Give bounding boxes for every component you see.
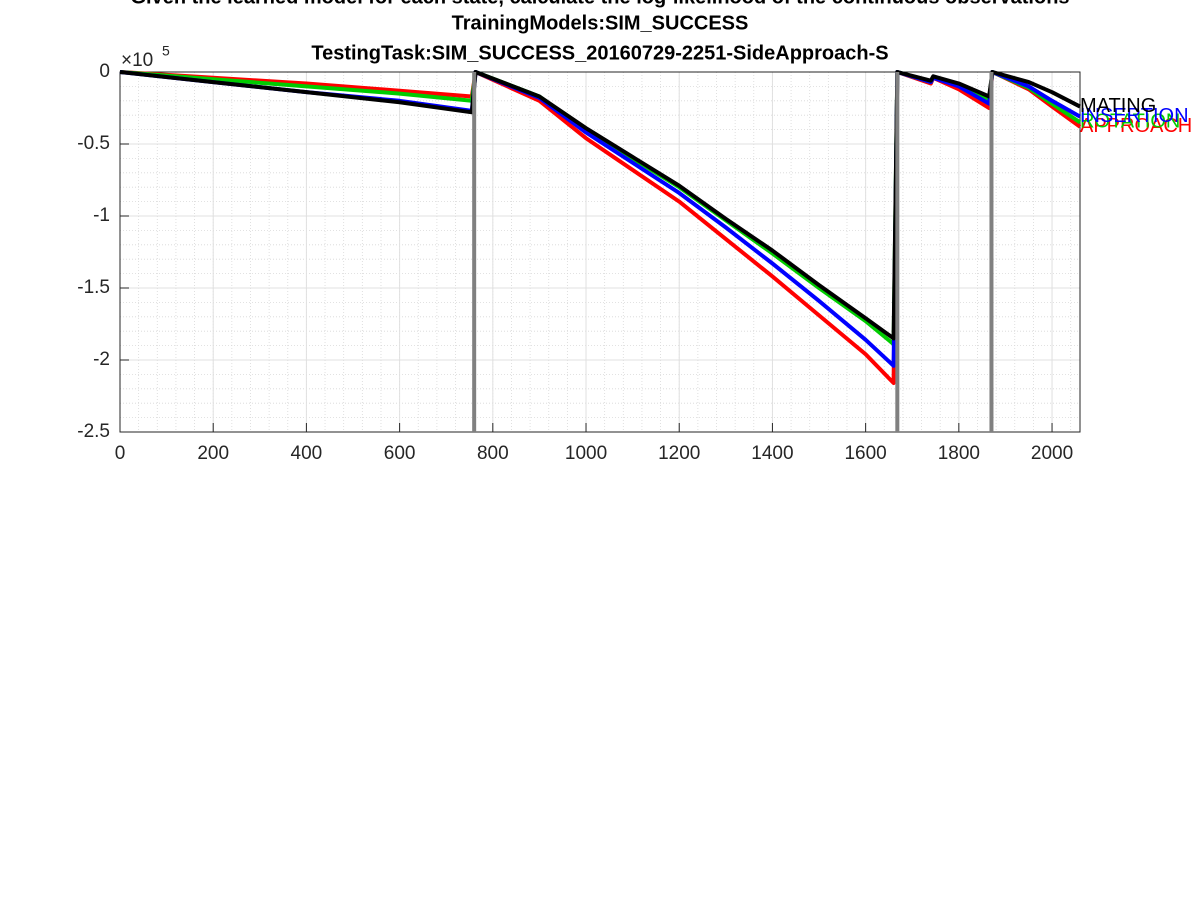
series-label: INSERTION: [1080, 105, 1189, 127]
y-tick-label: -1: [93, 205, 110, 226]
y-tick-label: 0: [99, 61, 110, 82]
x-tick-label: 1600: [844, 443, 886, 464]
series-label: ROTATION: [1080, 111, 1180, 133]
x-tick-label: 200: [197, 443, 229, 464]
x-tick-label: 800: [477, 443, 509, 464]
axes-box: [119, 71, 1081, 433]
chart-title: TrainingModels:SIM_SUCCESS: [452, 12, 749, 34]
x-tick-label: 1200: [658, 443, 700, 464]
series-label: MATING: [1080, 95, 1156, 117]
y-tick-label: -0.5: [77, 133, 110, 154]
series-label: APPROACH: [1080, 115, 1192, 137]
y-multiplier-exponent: 5: [162, 43, 170, 59]
chart-title: Given the learned model for each state, …: [130, 0, 1069, 8]
x-tick-label: 600: [384, 443, 416, 464]
x-tick-label: 1400: [751, 443, 793, 464]
y-tick-label: -2: [93, 349, 110, 370]
x-tick-label: 0: [115, 443, 126, 464]
x-tick-label: 2000: [1031, 443, 1073, 464]
y-tick-label: -1.5: [77, 277, 110, 298]
x-tick-label: 1800: [938, 443, 980, 464]
x-tick-label: 1000: [565, 443, 607, 464]
chart-title: TestingTask:SIM_SUCCESS_20160729-2251-Si…: [311, 42, 888, 64]
x-tick-label: 400: [291, 443, 323, 464]
y-tick-label: -2.5: [77, 421, 110, 442]
y-multiplier: ×10: [121, 50, 153, 71]
